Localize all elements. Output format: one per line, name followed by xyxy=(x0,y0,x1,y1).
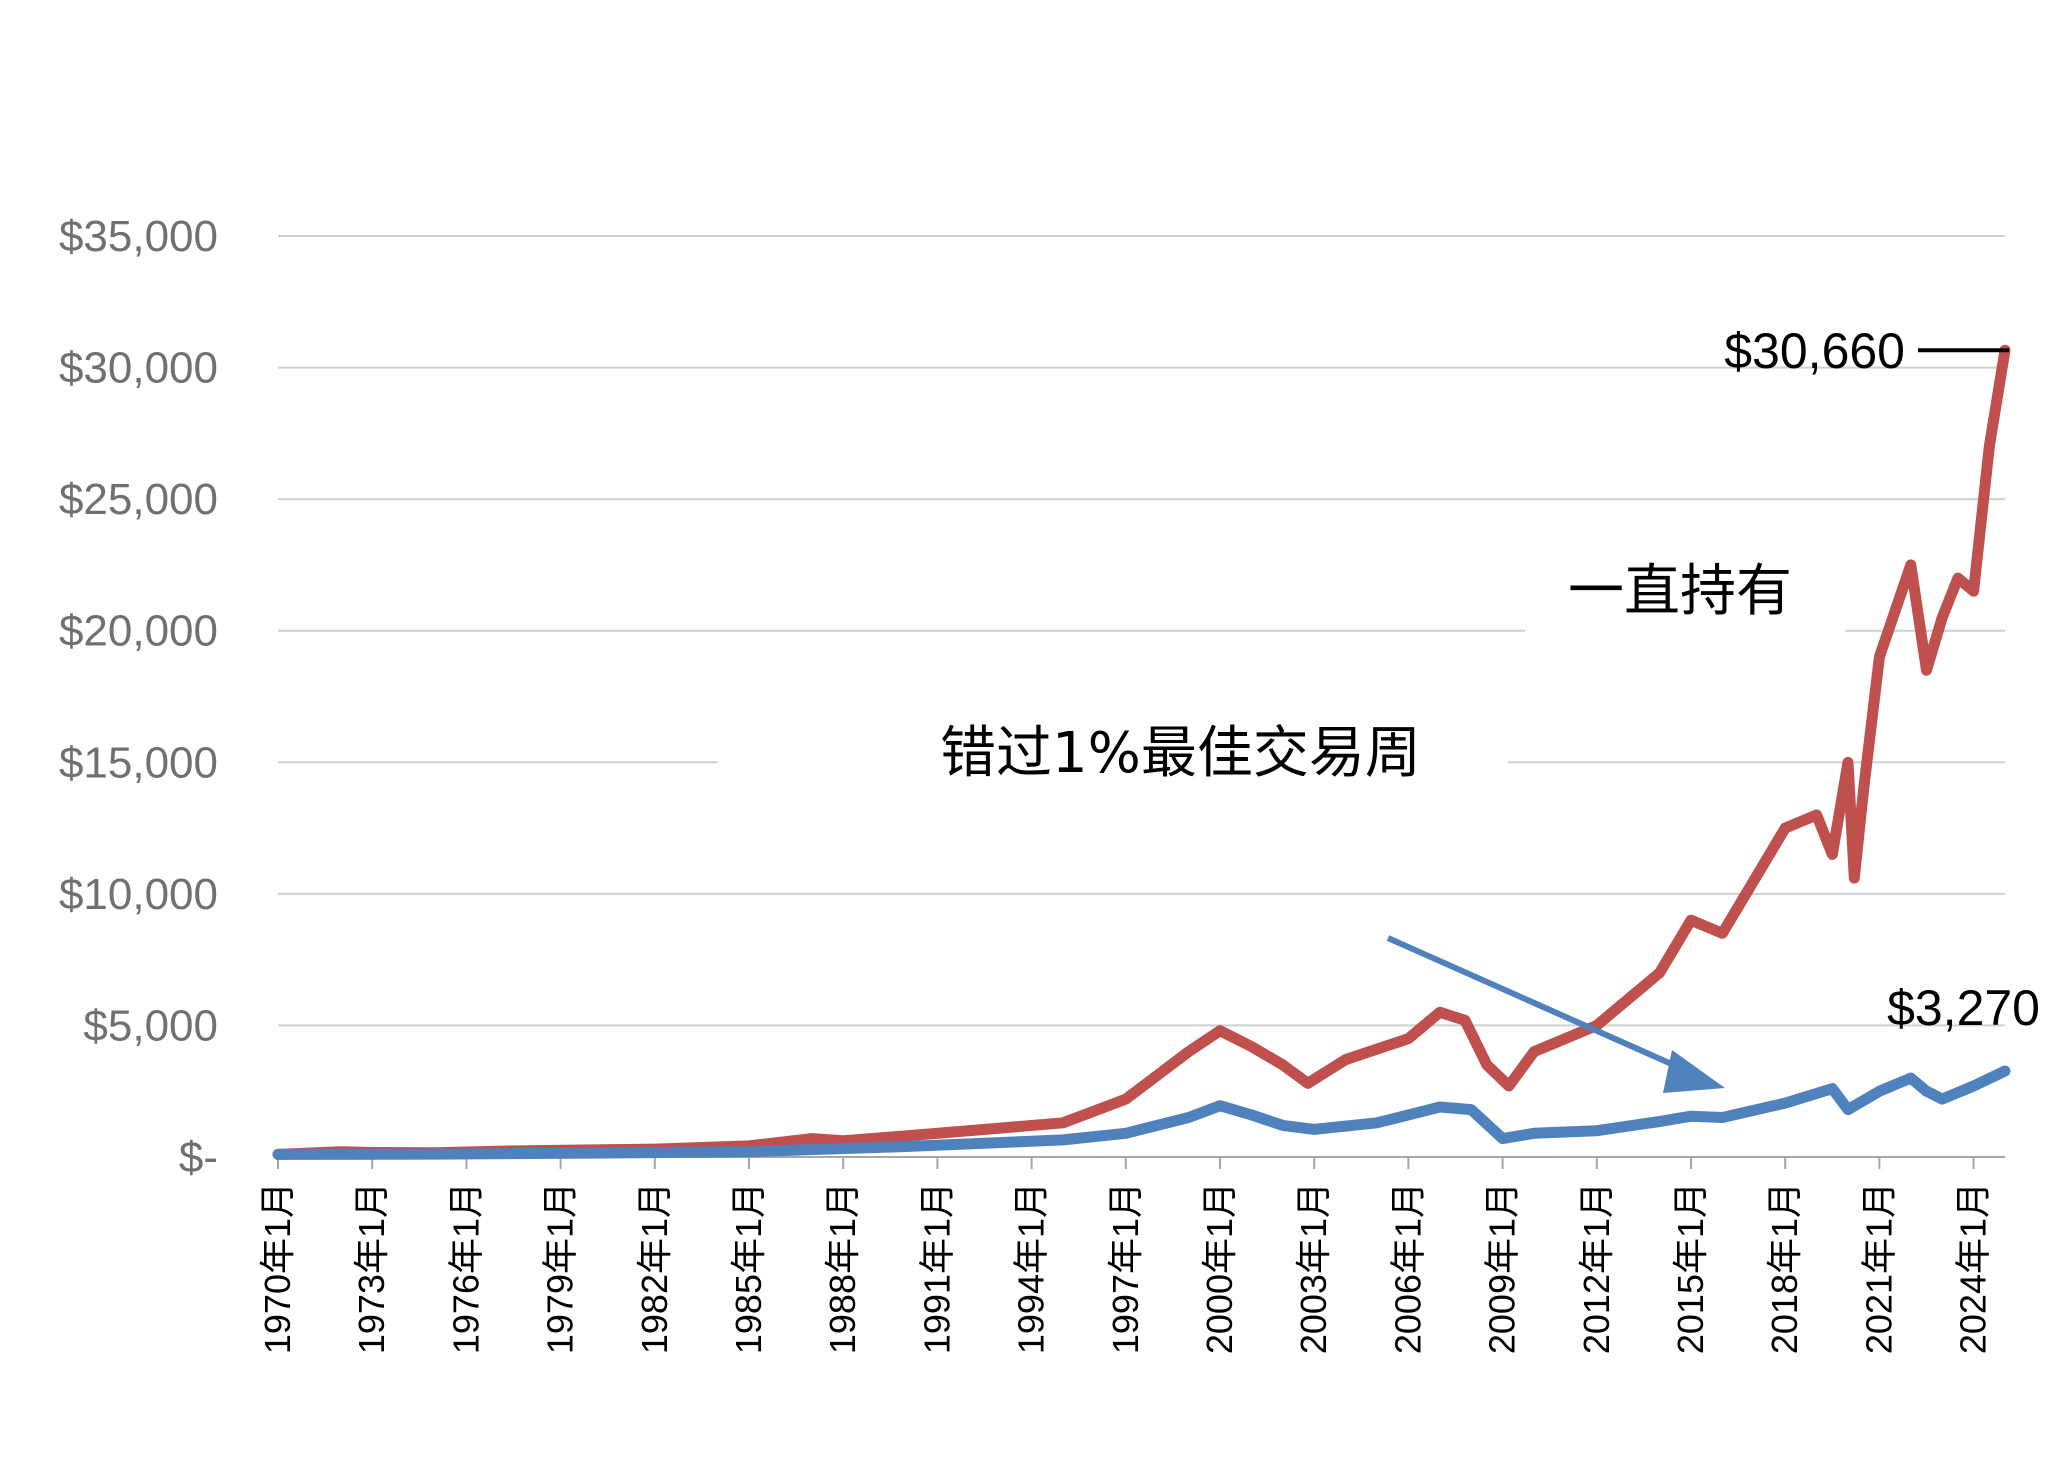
x-tick-label: 2024年1月 xyxy=(1953,1182,1994,1354)
x-tick-label: 2015年1月 xyxy=(1670,1182,1711,1354)
x-tick-label: 2021年1月 xyxy=(1858,1182,1899,1354)
y-tick-label: $30,000 xyxy=(59,344,218,393)
x-tick-label: 2009年1月 xyxy=(1482,1182,1523,1354)
x-tick-label: 1985年1月 xyxy=(728,1182,769,1354)
x-tick-label: 1988年1月 xyxy=(822,1182,863,1354)
end-value-label-red: $30,660 xyxy=(1724,323,1905,379)
x-tick-label: 1997年1月 xyxy=(1105,1182,1146,1354)
y-tick-label: $10,000 xyxy=(59,870,218,919)
series-lines xyxy=(272,344,2011,1160)
y-tick-label: $25,000 xyxy=(59,475,218,524)
label-background xyxy=(718,700,1508,815)
x-tick-label: 2003年1月 xyxy=(1293,1182,1334,1354)
x-tick-label: 2012年1月 xyxy=(1576,1182,1617,1354)
x-axis-ticks: 1970年1月 1973年1月 1976年1月 1979年1月 1982年1月 1985年… xyxy=(257,1182,1994,1354)
buy-and-hold-label: 一直持有 xyxy=(1568,559,1792,624)
x-tick-label: 1976年1月 xyxy=(445,1182,486,1354)
y-tick-label: $20,000 xyxy=(59,607,218,656)
x-tick-label: 1991年1月 xyxy=(916,1182,957,1354)
missed-best-weeks-label: 错过1%最佳交易周 xyxy=(940,721,1421,786)
arrow-head xyxy=(1663,1050,1725,1093)
x-tick-label: 1979年1月 xyxy=(540,1182,581,1354)
y-tick-label: $35,000 xyxy=(59,212,218,261)
x-tick-label: 1982年1月 xyxy=(634,1182,675,1354)
x-tick-label: 2006年1月 xyxy=(1387,1182,1428,1354)
y-axis-ticks: $35,000 $30,000 $25,000 $20,000 $15,000 $10,0… xyxy=(59,212,218,1182)
x-tick-label: 2000年1月 xyxy=(1199,1182,1240,1354)
x-tick-label: 1994年1月 xyxy=(1011,1182,1052,1354)
series-line-buy-and-hold xyxy=(272,344,2011,1160)
x-tick-label: 1970年1月 xyxy=(257,1182,298,1354)
y-tick-label: $- xyxy=(179,1133,218,1182)
series-line-missed-best-weeks xyxy=(272,1065,2011,1160)
y-tick-label: $5,000 xyxy=(83,1001,218,1050)
arrow-shaft xyxy=(1386,935,1687,1073)
label-background xyxy=(1525,548,1845,648)
end-value-label-blue: $3,270 xyxy=(1887,980,2040,1036)
x-tick-label: 2018年1月 xyxy=(1764,1182,1805,1354)
y-tick-label: $15,000 xyxy=(59,738,218,787)
x-tick-label: 1973年1月 xyxy=(351,1182,392,1354)
